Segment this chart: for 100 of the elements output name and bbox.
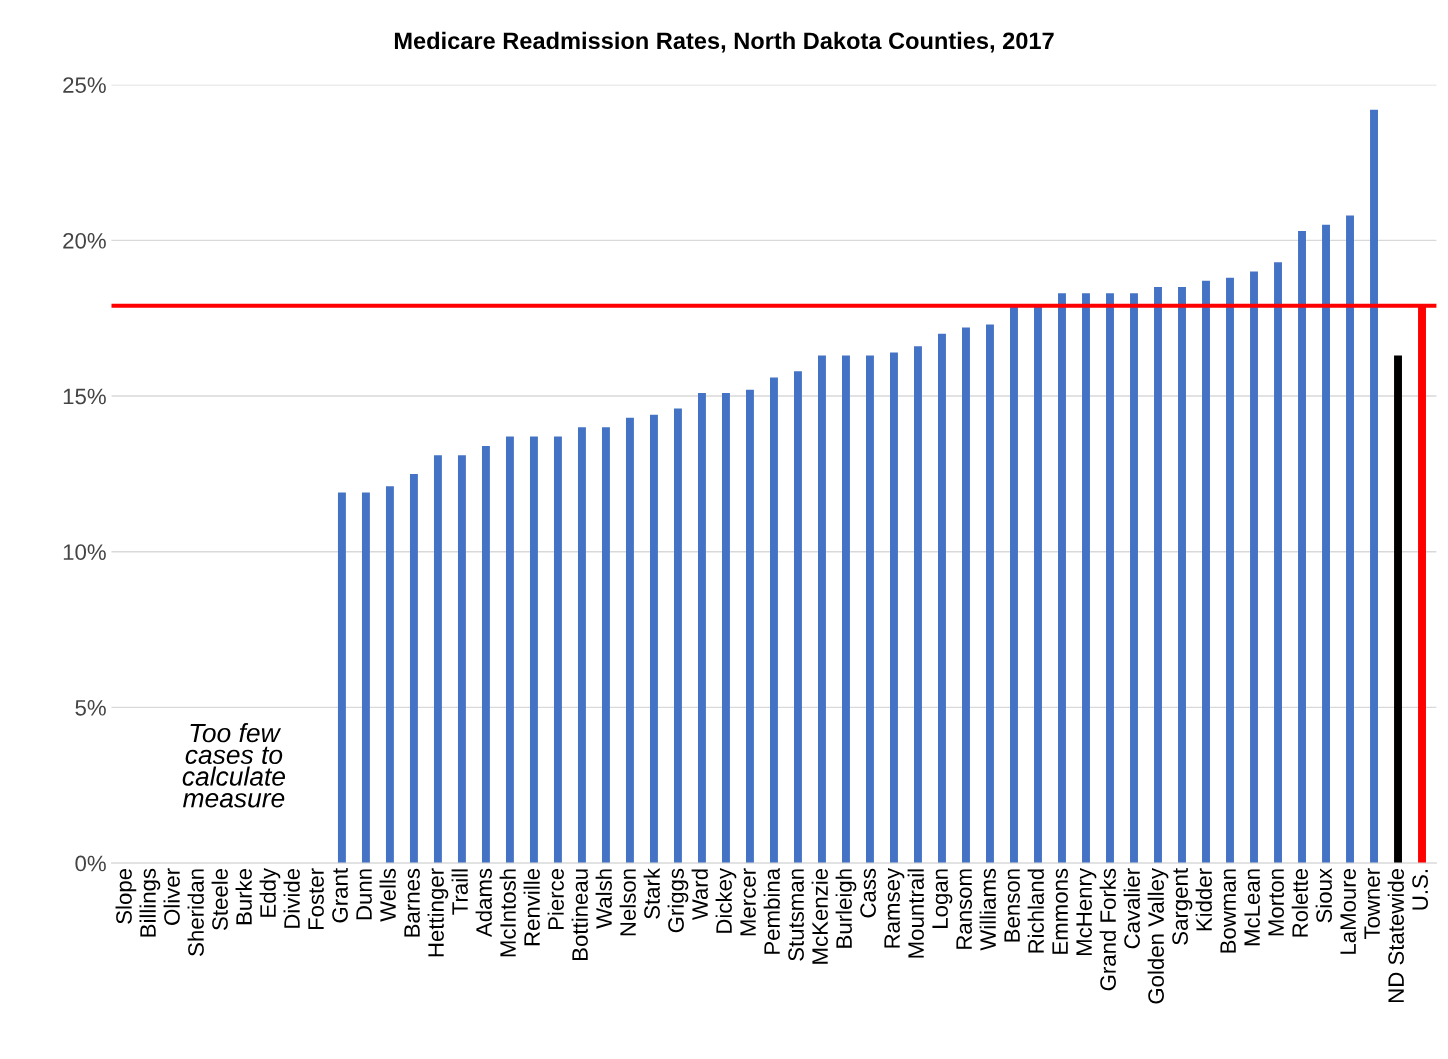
x-tick-label: Eddy	[259, 867, 281, 917]
annotation: Too few cases to calculate measure	[182, 722, 286, 808]
x-tick-label: Mercer	[740, 868, 756, 936]
x-tick-label: Hettinger	[427, 868, 449, 957]
bar	[721, 392, 730, 864]
x-tick-label: Renville	[523, 868, 540, 946]
x-tick-label: Dunn	[356, 869, 372, 920]
x-tick-label: Sheridan	[187, 869, 204, 956]
y-tick-label: 20%	[63, 232, 106, 249]
x-tick-label: Grand Forks	[1099, 868, 1116, 991]
bar	[1322, 224, 1330, 864]
bar	[986, 324, 994, 864]
x-tick-label: Stutsman	[788, 869, 804, 961]
x-tick-label: Richland	[1027, 869, 1044, 953]
x-tick-label: Mountrail	[907, 869, 924, 958]
bar	[914, 346, 922, 864]
bar	[361, 492, 370, 864]
bar	[1298, 231, 1306, 864]
x-tick-label: Cass	[860, 868, 876, 918]
x-tick-label: McIntosh	[499, 869, 516, 957]
bar	[842, 355, 850, 864]
x-tick-label: Towner	[1364, 868, 1380, 940]
x-tick-label: McHenry	[1076, 867, 1097, 956]
x-tick-label: Burleigh	[835, 869, 857, 948]
bar	[866, 355, 874, 864]
y-tick-label: 15%	[63, 388, 106, 405]
x-tick-label: Bottineau	[571, 869, 588, 961]
x-tick-label: Billings	[139, 868, 161, 937]
bar	[553, 436, 562, 864]
bar	[1394, 355, 1402, 864]
x-tick-label: Pierce	[547, 868, 564, 930]
bar	[673, 408, 682, 864]
bar	[433, 455, 442, 864]
bar	[1226, 277, 1234, 864]
x-tick-label: Williams	[979, 868, 996, 951]
x-tick-label: Bowman	[1220, 869, 1236, 953]
x-tick-label: McLean	[1244, 869, 1260, 946]
x-tick-label: Nelson	[619, 869, 636, 936]
x-tick-label: Steele	[211, 868, 228, 930]
x-tick-label: McKenzie	[811, 868, 828, 964]
x-tick-label: Cavalier	[1123, 868, 1140, 949]
x-tick-label: Rolette	[1291, 868, 1308, 937]
bar	[337, 492, 346, 864]
bar	[529, 436, 538, 864]
x-tick-label: Ramsey	[884, 867, 905, 948]
x-tick-label: U.S.	[1412, 869, 1428, 910]
bar	[1058, 293, 1066, 864]
x-tick-label: Stark	[643, 867, 660, 919]
bar	[1130, 293, 1138, 864]
bar	[1034, 305, 1042, 864]
x-tick-label: Dickey	[715, 867, 737, 933]
bar	[625, 417, 634, 864]
bar	[697, 392, 706, 864]
x-tick-label: Pembina	[763, 867, 780, 954]
x-tick-label: Emmons	[1052, 868, 1068, 954]
bar	[409, 473, 418, 864]
y-tick-label: 10%	[63, 544, 106, 561]
y-tick-label: 25%	[63, 77, 106, 93]
bar	[1370, 109, 1378, 864]
bar	[1082, 293, 1090, 864]
bar	[770, 377, 778, 864]
x-tick-label: ND Statewide	[1387, 868, 1404, 1002]
bar	[794, 371, 802, 864]
x-tick-label: Adams	[475, 868, 492, 938]
x-tick-label: Divide	[283, 868, 300, 928]
bar	[1178, 287, 1186, 864]
x-tick-label: Kidder	[1195, 868, 1212, 931]
x-tick-label: Slope	[115, 868, 137, 924]
y-tick-label: 0%	[75, 855, 106, 872]
x-tick-label: Griggs	[667, 868, 689, 933]
bar	[1274, 262, 1282, 864]
x-tick-label: Sargent	[1172, 868, 1193, 945]
x-tick-label: Morton	[1268, 869, 1284, 936]
chart-title: Medicare Readmission Rates, North Dakota Counties, 2017	[394, 31, 1054, 53]
x-tick-label: Walsh	[595, 869, 612, 929]
x-tick-label: Benson	[1004, 869, 1020, 942]
bar	[1010, 305, 1018, 864]
bar	[1106, 293, 1114, 864]
bar	[1346, 215, 1354, 864]
x-tick-label: Golden Valley	[1147, 867, 1169, 1004]
bar	[1202, 280, 1210, 864]
bar	[745, 389, 754, 864]
x-tick-label: Foster	[308, 868, 324, 930]
bar	[938, 333, 946, 864]
bar	[577, 427, 586, 864]
bar	[457, 455, 466, 864]
x-tick-label: Grant	[332, 868, 348, 923]
x-tick-label: Ransom	[956, 869, 972, 949]
x-tick-label: LaMoure	[1340, 868, 1356, 954]
bar	[962, 327, 970, 864]
x-tick-label: Logan	[932, 869, 953, 928]
bar	[818, 355, 826, 864]
bar	[1250, 271, 1258, 864]
x-tick-label: Burke	[235, 868, 252, 925]
x-tick-label: Oliver	[163, 868, 180, 925]
x-tick-label: Wells	[379, 868, 396, 922]
x-tick-label: Barnes	[404, 868, 420, 937]
bar	[481, 445, 490, 864]
bar	[505, 436, 514, 864]
x-tick-label: Traill	[451, 869, 468, 915]
